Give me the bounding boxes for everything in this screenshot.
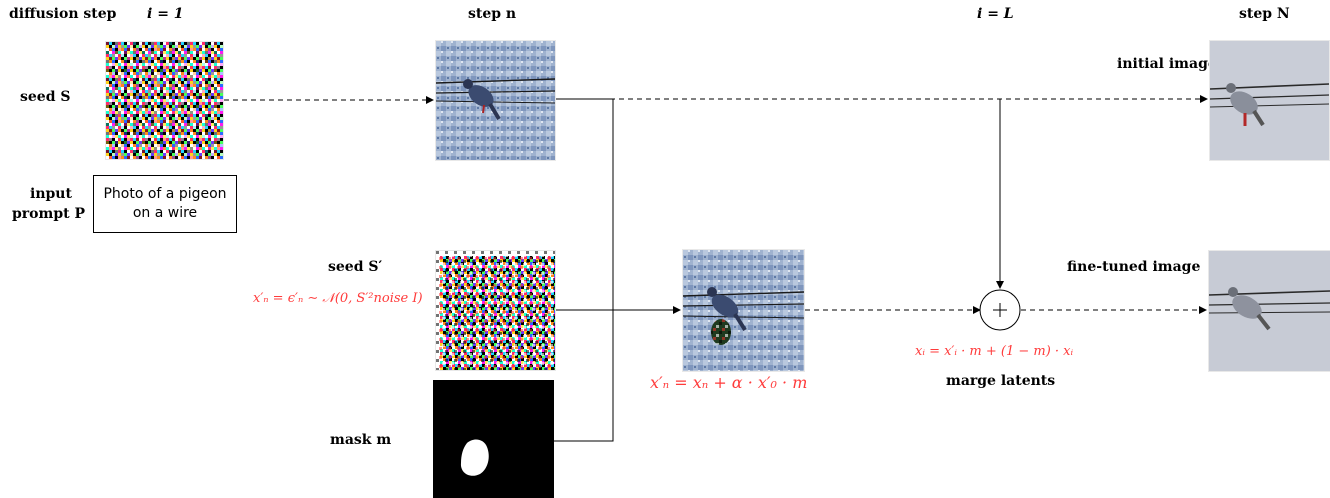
noise-seed-S-prime-image: [435, 250, 556, 371]
line-mask-up: [553, 310, 614, 442]
label-mask-m: mask m: [330, 432, 392, 448]
header-step-n: step n: [468, 6, 517, 22]
step-n-image: [435, 40, 556, 161]
equation-merge: xᵢ = x′ᵢ · m + (1 − m) · xᵢ: [915, 344, 1074, 359]
line-step-n-down: [556, 98, 614, 310]
header-i-eq-L: i = L: [977, 6, 1014, 22]
pigeon-noisy-picture: [436, 41, 555, 160]
mask-blob: [460, 439, 489, 476]
label-seed-S: seed S: [20, 89, 71, 105]
label-input: input: [30, 186, 72, 202]
blended-step-image: [682, 249, 805, 372]
noise-pattern: [436, 251, 555, 370]
header-diffusion-step: diffusion step: [9, 6, 117, 22]
label-seed-S-prime: seed S′: [328, 259, 383, 275]
fine-tuned-image: [1208, 250, 1330, 372]
equation-noise-init: x′ₙ = ϵ′ₙ ∼ 𝒩(0, S′²noise I): [253, 291, 423, 306]
label-fine-tuned-image: fine-tuned image: [1067, 259, 1201, 275]
prompt-box: Photo of a pigeon on a wire: [93, 175, 237, 233]
noise-seed-S-image: [105, 41, 224, 160]
noise-pattern: [106, 42, 223, 159]
pigeon-picture: [1210, 41, 1329, 160]
mask-m-image: [433, 380, 554, 498]
header-i-eq-1: i = 1: [147, 6, 184, 22]
label-merge-latents: marge latents: [946, 373, 1056, 389]
pigeon-blended-picture: [683, 250, 804, 371]
prompt-text: Photo of a pigeon on a wire: [103, 186, 227, 221]
initial-image: [1209, 40, 1330, 161]
label-initial-image: initial image: [1117, 56, 1217, 72]
pigeon-picture: [1209, 251, 1330, 371]
plus-circle-icon: [979, 289, 1021, 331]
header-step-N: step N: [1239, 6, 1290, 22]
label-prompt-P: prompt P: [12, 206, 85, 222]
equation-blend-step: x′ₙ = xₙ + α · x′₀ · m: [650, 373, 808, 392]
